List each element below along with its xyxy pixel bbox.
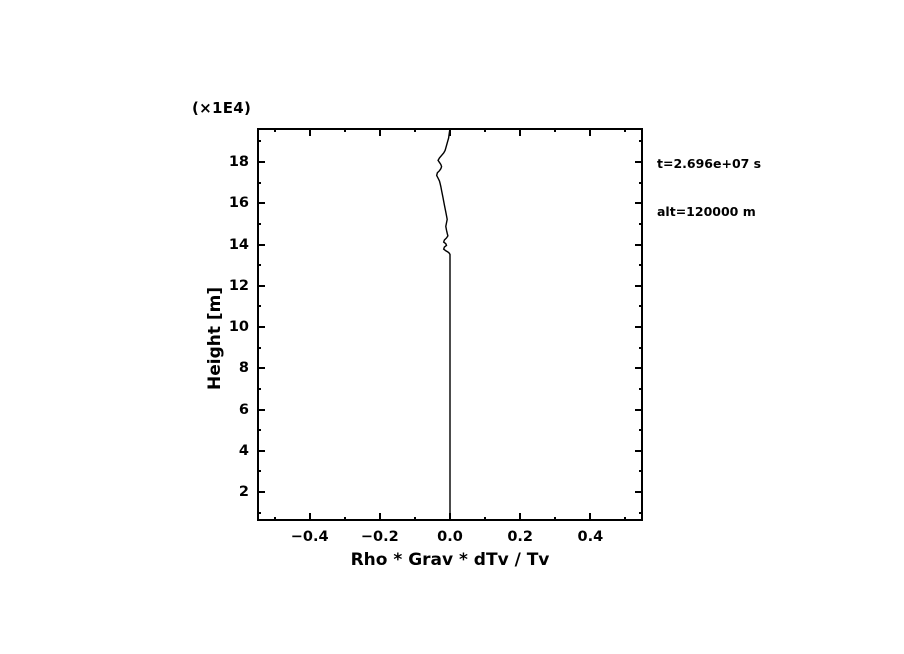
x-major-tick-top (308, 128, 311, 136)
y-major-tick-right (635, 367, 643, 370)
y-minor-tick (257, 387, 261, 390)
annotation-altitude: alt=120000 m (657, 204, 756, 219)
x-minor-tick (413, 517, 416, 521)
x-tick-label: 0.4 (577, 529, 604, 545)
x-tick-label: −0.4 (290, 529, 329, 545)
y-minor-tick (257, 181, 261, 184)
x-minor-tick-top (413, 128, 416, 132)
x-axis-title: Rho * Grav * dTv / Tv (350, 550, 550, 570)
y-major-tick (257, 202, 265, 205)
y-major-tick (257, 408, 265, 411)
y-major-tick (257, 284, 265, 287)
x-minor-tick (554, 517, 557, 521)
y-minor-tick-right (639, 264, 643, 267)
x-tick-label: 0.0 (437, 529, 463, 545)
y-major-tick-right (635, 243, 643, 246)
x-tick-label: 0.2 (507, 529, 534, 545)
y-major-tick (257, 367, 265, 370)
y-tick-label: 14 (228, 236, 249, 253)
x-major-tick (589, 513, 592, 521)
y-minor-tick-right (639, 470, 643, 473)
x-major-tick-top (449, 128, 451, 136)
x-minor-tick (484, 517, 487, 521)
y-minor-tick (257, 222, 261, 225)
y-major-tick-right (635, 326, 643, 329)
y-tick-label: 12 (228, 277, 249, 294)
annotation-time: t=2.696e+07 s (657, 156, 762, 171)
x-minor-tick (624, 517, 627, 521)
y-tick-label: 4 (238, 442, 249, 459)
y-tick-label: 2 (238, 484, 249, 501)
x-major-tick (519, 513, 522, 521)
plot-area (257, 128, 643, 521)
y-major-tick (257, 243, 265, 246)
x-minor-tick-top (273, 128, 276, 132)
y-minor-tick (257, 346, 261, 349)
y-major-tick (257, 326, 265, 329)
y-minor-tick (257, 264, 261, 267)
y-minor-tick (257, 511, 261, 514)
y-major-tick-right (635, 449, 643, 452)
x-minor-tick-top (484, 128, 487, 132)
data-line (435, 128, 451, 518)
y-major-tick (257, 491, 265, 494)
y-minor-tick-right (639, 305, 643, 308)
y-minor-tick (257, 429, 261, 432)
x-major-tick (449, 513, 451, 521)
y-minor-tick (257, 470, 261, 473)
x-major-tick (308, 513, 311, 521)
y-minor-tick-right (639, 511, 643, 514)
y-major-tick-right (635, 161, 643, 164)
y-minor-tick-right (639, 181, 643, 184)
x-major-tick (378, 513, 381, 521)
y-major-tick (257, 449, 265, 452)
y-tick-label: 6 (238, 401, 249, 418)
y-major-tick-right (635, 408, 643, 411)
y-minor-tick-right (639, 222, 643, 225)
y-minor-tick-right (639, 140, 643, 143)
y-tick-label: 18 (228, 154, 249, 171)
y-major-tick-right (635, 284, 643, 287)
x-major-tick-top (519, 128, 522, 136)
y-minor-tick-right (639, 429, 643, 432)
x-minor-tick-top (624, 128, 627, 132)
y-tick-label: 8 (238, 360, 249, 377)
y-minor-tick-right (639, 346, 643, 349)
x-major-tick-top (378, 128, 381, 136)
y-minor-tick (257, 305, 261, 308)
data-series-canvas (435, 128, 451, 518)
x-major-tick-top (589, 128, 592, 136)
x-minor-tick-top (554, 128, 557, 132)
annotation-block: t=2.696e+07 s alt=120000 m (657, 124, 761, 252)
y-tick-label: 10 (228, 319, 249, 336)
x-minor-tick (273, 517, 276, 521)
x-minor-tick (343, 517, 346, 521)
x-minor-tick-top (343, 128, 346, 132)
y-minor-tick (257, 140, 261, 143)
y-axis-multiplier-label: (×1E4) (192, 99, 252, 117)
y-major-tick (257, 161, 265, 164)
y-major-tick-right (635, 491, 643, 494)
x-tick-label: −0.2 (360, 529, 399, 545)
y-tick-label: 16 (228, 195, 249, 212)
y-major-tick-right (635, 202, 643, 205)
y-minor-tick-right (639, 387, 643, 390)
